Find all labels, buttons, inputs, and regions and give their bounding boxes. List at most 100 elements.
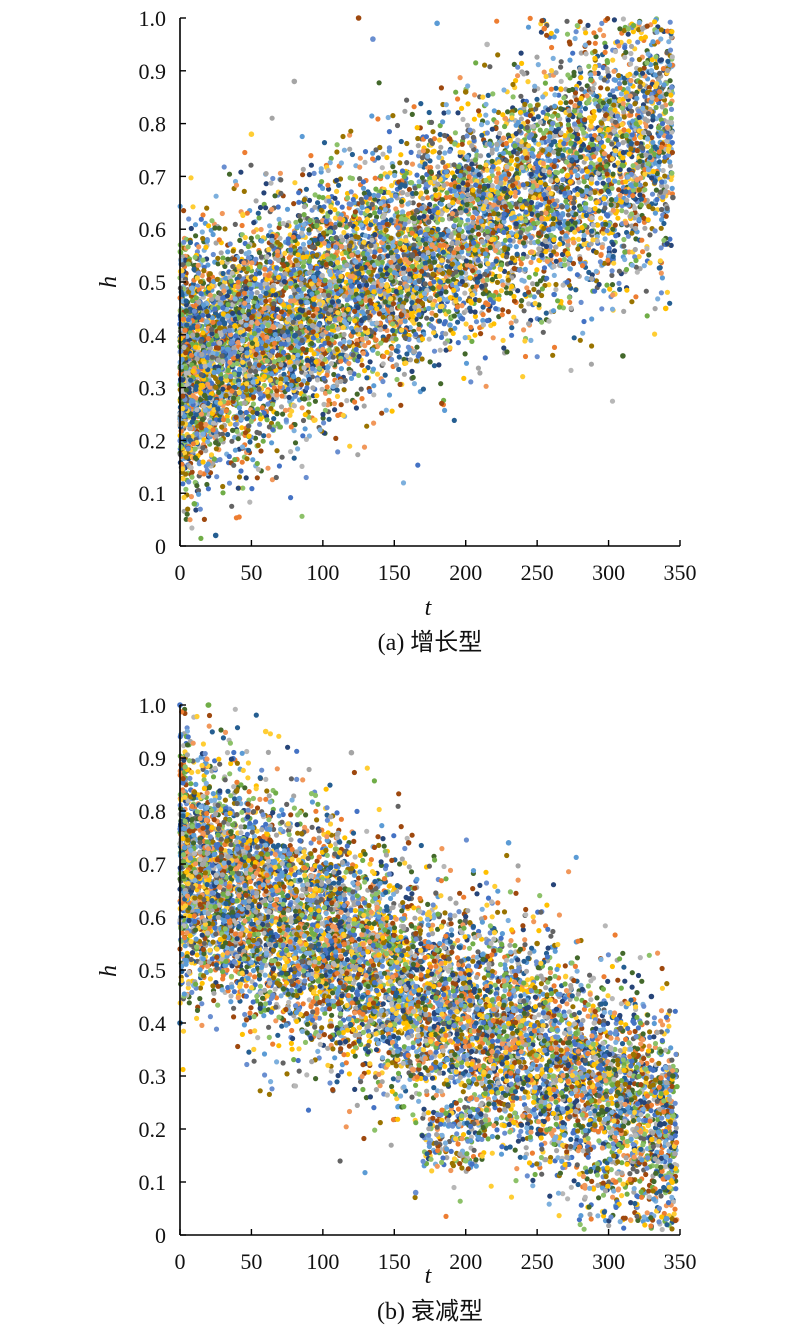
scatter-points [177, 15, 676, 542]
data-point [610, 88, 616, 94]
data-point [610, 171, 616, 177]
data-point [599, 20, 605, 26]
data-point [188, 175, 194, 181]
data-point [579, 86, 585, 92]
data-point [652, 306, 658, 312]
data-point [610, 57, 616, 63]
data-point [274, 345, 280, 351]
data-point [357, 176, 363, 182]
data-point [369, 113, 375, 119]
data-point [558, 78, 564, 84]
data-point [609, 282, 616, 288]
data-point [251, 242, 257, 248]
data-point [291, 428, 297, 434]
data-point [349, 151, 355, 158]
data-point [568, 367, 574, 373]
data-point [645, 143, 651, 150]
data-point [393, 206, 399, 212]
data-point [300, 263, 306, 269]
data-point [664, 289, 671, 295]
data-point [581, 318, 587, 325]
data-point [382, 372, 388, 378]
data-point [292, 440, 299, 446]
data-point [580, 330, 586, 336]
data-point [394, 376, 400, 383]
data-point [300, 241, 307, 247]
data-point [542, 80, 549, 86]
data-point [263, 181, 269, 187]
data-point [370, 150, 376, 156]
data-point [626, 249, 632, 255]
data-point [659, 275, 666, 281]
data-point [231, 462, 237, 468]
data-point [418, 101, 424, 107]
data-point [521, 327, 527, 333]
data-point [269, 206, 275, 213]
data-point [189, 525, 195, 531]
data-point [587, 164, 594, 170]
data-point [478, 153, 484, 159]
data-point [600, 230, 606, 236]
data-point [419, 175, 425, 181]
data-point [357, 155, 363, 161]
data-point [238, 169, 244, 175]
data-point [537, 127, 543, 133]
data-point [332, 207, 338, 213]
data-point [629, 230, 635, 236]
data-point [575, 119, 582, 125]
data-point [559, 168, 565, 174]
data-point [358, 210, 364, 216]
data-point [554, 28, 560, 34]
data-point [621, 114, 627, 120]
data-point [455, 199, 461, 205]
data-point [618, 91, 625, 97]
data-point [463, 321, 469, 327]
data-point [572, 35, 578, 42]
data-point [667, 163, 674, 169]
data-point [340, 133, 346, 140]
data-point [437, 308, 443, 314]
data-point [462, 290, 468, 296]
data-point [197, 506, 203, 512]
data-point [336, 182, 342, 188]
data-point [621, 308, 627, 314]
data-point [551, 34, 557, 40]
data-point [447, 345, 453, 351]
data-point [494, 175, 500, 181]
data-point [638, 35, 644, 42]
data-point [658, 225, 664, 231]
data-point [500, 307, 506, 313]
data-point [254, 460, 260, 467]
data-point [629, 223, 635, 229]
data-point [398, 138, 404, 145]
data-point [184, 511, 190, 517]
data-point [371, 192, 377, 198]
data-point [275, 204, 281, 210]
data-point [575, 191, 581, 198]
data-point [511, 298, 518, 304]
data-point [622, 45, 628, 51]
data-point [263, 171, 269, 177]
data-point [576, 236, 582, 242]
data-point [351, 371, 357, 377]
data-point [398, 402, 404, 408]
data-point [279, 393, 285, 399]
data-point [465, 182, 471, 188]
data-point [500, 337, 506, 343]
data-point [593, 278, 600, 284]
data-point [542, 181, 548, 188]
data-point [268, 180, 274, 186]
data-point [441, 110, 447, 116]
data-point [653, 64, 660, 71]
data-point [367, 388, 373, 394]
data-point [652, 160, 659, 166]
data-point [326, 416, 332, 422]
data-point [648, 124, 654, 130]
data-point [288, 271, 294, 277]
data-point [379, 165, 385, 171]
data-point [309, 244, 315, 250]
data-point [551, 344, 558, 350]
data-point [222, 226, 228, 232]
data-point [616, 72, 622, 79]
data-point [483, 383, 489, 389]
